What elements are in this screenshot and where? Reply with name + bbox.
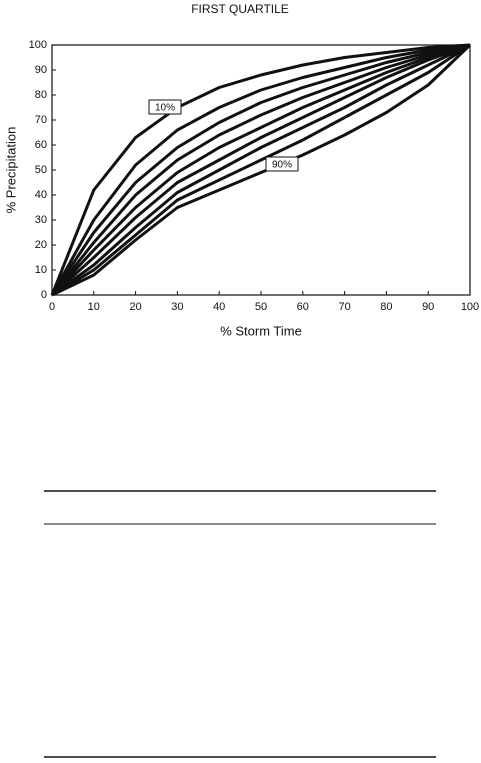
x-tick-label: 50 xyxy=(255,301,267,313)
series-line xyxy=(51,43,471,297)
y-tick-label: 50 xyxy=(35,164,47,176)
series-line xyxy=(50,43,471,296)
y-tick-label: 20 xyxy=(35,239,47,251)
series-line xyxy=(50,43,471,296)
y-axis-title: % Precipitation xyxy=(3,127,18,214)
y-tick-label: 90 xyxy=(35,64,47,76)
series-line xyxy=(50,43,471,296)
x-axis-title: % Storm Time xyxy=(220,323,302,338)
y-tick-label: 10 xyxy=(35,264,47,276)
series-label: 90% xyxy=(272,160,292,171)
series-line xyxy=(51,43,471,297)
y-tick-label: 100 xyxy=(29,39,47,51)
x-tick-label: 30 xyxy=(171,301,183,313)
x-tick-label: 80 xyxy=(380,301,392,313)
series-line xyxy=(51,43,472,297)
series-label-box xyxy=(265,156,299,172)
x-tick-label: 90 xyxy=(422,301,434,313)
x-tick-label: 70 xyxy=(338,301,350,313)
x-tick-label: 0 xyxy=(49,301,55,313)
series-line xyxy=(50,43,471,296)
y-tick-label: 80 xyxy=(35,89,47,101)
series-line xyxy=(50,43,471,297)
x-tick-label: 10 xyxy=(88,301,100,313)
series-label: 10% xyxy=(155,103,175,114)
y-tick-label: 40 xyxy=(35,189,47,201)
x-tick-label: 20 xyxy=(129,301,141,313)
series-line xyxy=(50,43,471,297)
y-tick-label: 70 xyxy=(35,114,47,126)
series-label-box xyxy=(148,99,182,115)
y-tick-label: 30 xyxy=(35,214,47,226)
x-tick-label: 40 xyxy=(213,301,225,313)
chart-title: FIRST QUARTILE xyxy=(191,2,289,16)
x-tick-label: 100 xyxy=(461,301,479,313)
y-tick-label: 60 xyxy=(35,139,47,151)
x-tick-label: 60 xyxy=(297,301,309,313)
y-tick-label: 0 xyxy=(41,289,47,301)
